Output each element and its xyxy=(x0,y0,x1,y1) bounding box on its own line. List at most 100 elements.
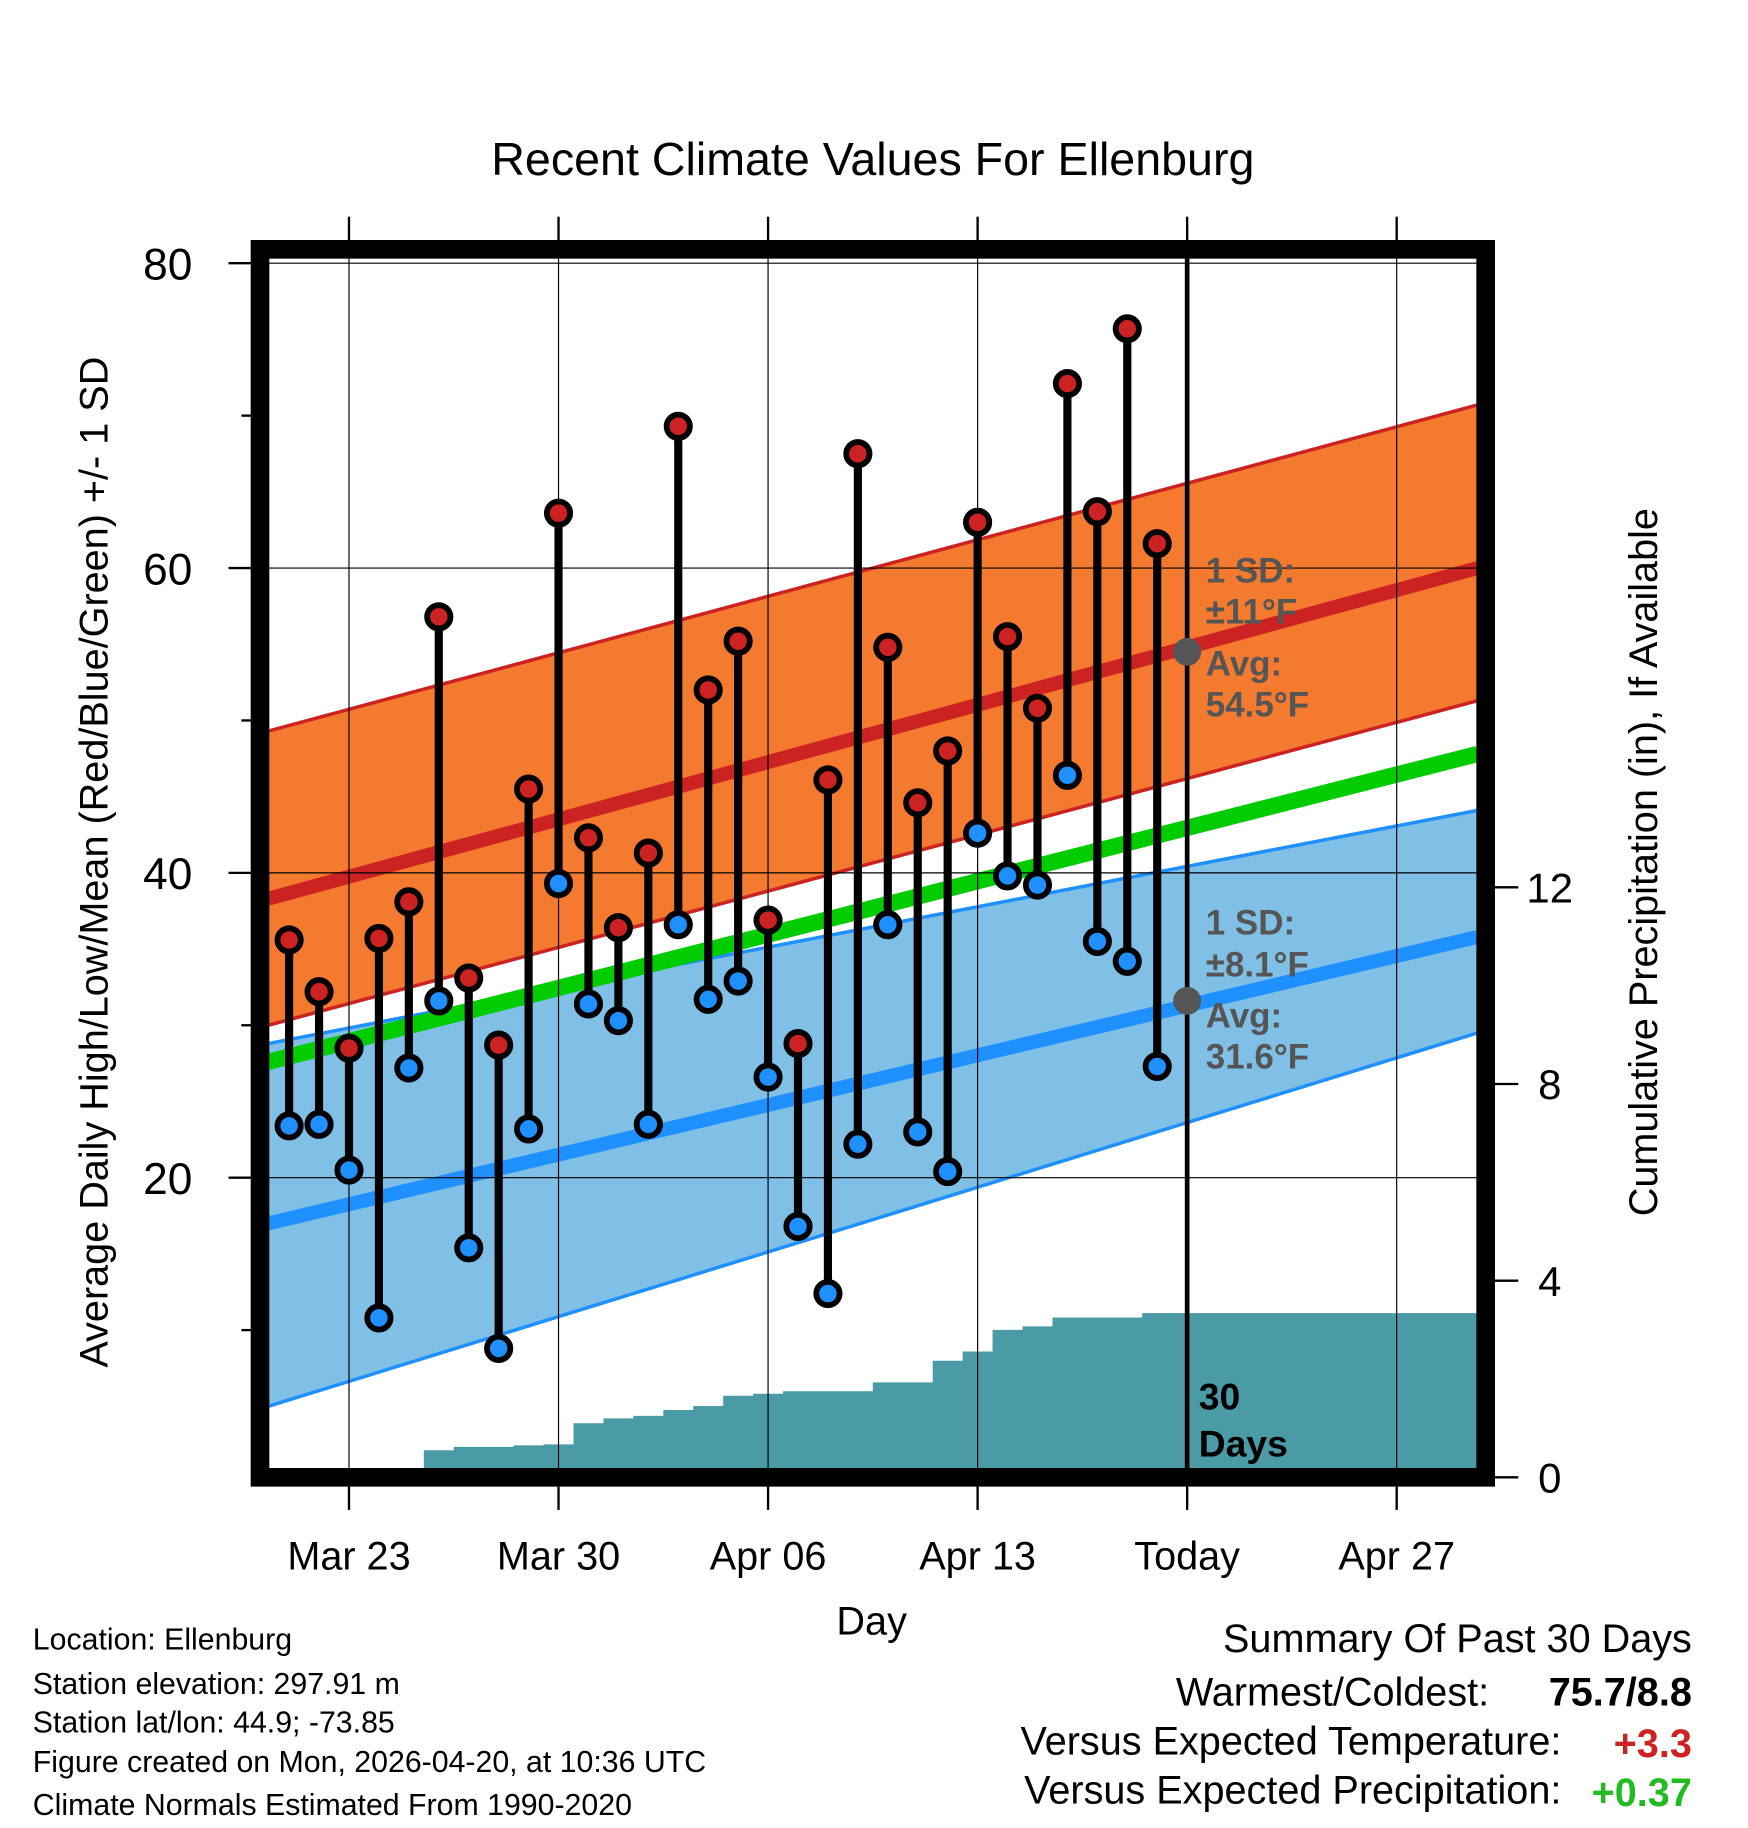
high-point xyxy=(1142,529,1172,559)
high-point xyxy=(484,1030,514,1060)
summary-temp-value: +3.3 xyxy=(1614,1722,1692,1766)
high-point xyxy=(933,736,963,766)
axes: 20 40 60 80 0 4 8 12 Mar 23 Mar 30 Apr 06 Apr 13 Tod… xyxy=(143,216,1573,1578)
summary: Summary Of Past 30 Days Warmest/Coldest:… xyxy=(1020,1617,1691,1815)
low-point xyxy=(1052,760,1082,790)
high-point xyxy=(723,626,753,656)
high-point xyxy=(1112,314,1142,344)
footer-normals: Climate Normals Estimated From 1990-2020 xyxy=(33,1789,632,1822)
high-average-line xyxy=(268,561,1478,906)
y-tick-label: 60 xyxy=(143,545,192,594)
low-point xyxy=(603,1006,633,1036)
footer-info: Location: Ellenburg Station elevation: 2… xyxy=(33,1624,706,1822)
high-point xyxy=(992,622,1023,652)
high-average-marker xyxy=(1173,637,1202,666)
summary-precip-value: +0.37 xyxy=(1592,1771,1692,1815)
low-point xyxy=(1022,870,1053,900)
footer-created: Figure created on Mon, 2026-04-20, at 10… xyxy=(33,1746,706,1779)
x-tick-label: Today xyxy=(1134,1534,1240,1578)
high-point xyxy=(903,788,933,818)
high-point xyxy=(334,1033,364,1063)
low-point xyxy=(1082,926,1112,957)
footer-location: Location: Ellenburg xyxy=(33,1624,292,1657)
period-label-days: Days xyxy=(1199,1422,1288,1464)
low-point xyxy=(843,1129,873,1159)
y-tick-label: 40 xyxy=(143,850,192,899)
low-point xyxy=(394,1053,424,1083)
high-point xyxy=(963,507,993,537)
x-tick-label: Apr 06 xyxy=(710,1534,827,1578)
summary-title: Summary Of Past 30 Days xyxy=(1223,1617,1692,1661)
low-point xyxy=(963,818,993,848)
summary-warmest-value: 75.7/8.8 xyxy=(1549,1671,1692,1715)
low-point xyxy=(514,1114,544,1144)
summary-precip-label: Versus Expected Precipitation: xyxy=(1024,1769,1561,1813)
high-sd-label: 1 SD: xyxy=(1206,552,1295,591)
low-point xyxy=(1142,1051,1172,1081)
high-avg-value: 54.5°F xyxy=(1206,686,1309,725)
plot-area xyxy=(268,258,1478,1471)
high-point xyxy=(1082,497,1112,527)
low-point xyxy=(873,910,903,940)
high-point xyxy=(514,774,544,804)
low-point xyxy=(543,868,574,899)
chart-title: Recent Climate Values For Ellenburg xyxy=(491,133,1254,185)
low-point xyxy=(663,910,693,940)
plot-frame xyxy=(250,240,1495,1487)
x-axis-label: Day xyxy=(836,1600,907,1644)
y-tick-label: 80 xyxy=(143,241,192,290)
x-tick-label: Apr 27 xyxy=(1338,1534,1455,1578)
low-average-marker xyxy=(1173,986,1202,1015)
footer-elevation: Station elevation: 297.91 m xyxy=(33,1668,400,1701)
low-sd-band-lower-edge xyxy=(268,1031,1478,1408)
high-sd-value: ±11°F xyxy=(1206,592,1297,631)
low-point xyxy=(903,1117,933,1147)
y2-tick-label: 12 xyxy=(1526,864,1573,911)
low-point xyxy=(783,1211,813,1242)
low-point xyxy=(933,1157,963,1187)
low-point xyxy=(693,984,723,1014)
high-point xyxy=(753,905,783,935)
low-sd-value: ±8.1°F xyxy=(1206,945,1309,984)
low-avg-label: Avg: xyxy=(1206,997,1282,1036)
high-point xyxy=(573,823,604,853)
low-point xyxy=(424,986,454,1016)
x-tick-label: Mar 30 xyxy=(497,1534,620,1578)
low-sd-band xyxy=(268,810,1478,1407)
summary-temp-label: Versus Expected Temperature: xyxy=(1020,1720,1561,1764)
precipitation-area xyxy=(423,1313,1478,1471)
low-point xyxy=(334,1155,364,1185)
high-point xyxy=(543,498,574,528)
high-point xyxy=(364,923,394,953)
footer-latlon: Station lat/lon: 44.9; -73.85 xyxy=(33,1706,395,1739)
low-point xyxy=(992,861,1023,891)
low-point xyxy=(633,1109,663,1139)
y2-tick-label: 8 xyxy=(1538,1061,1561,1108)
low-point xyxy=(753,1062,783,1092)
high-point xyxy=(454,963,484,993)
x-tick-label: Apr 13 xyxy=(919,1534,1036,1578)
low-point xyxy=(454,1233,484,1263)
high-point xyxy=(304,977,334,1007)
high-point xyxy=(843,439,873,469)
high-point xyxy=(274,925,304,955)
high-point xyxy=(1022,693,1053,723)
y2-axis-label: Cumulative Precipitation (in), If Availa… xyxy=(1622,508,1666,1216)
low-point xyxy=(364,1303,394,1333)
y2-tick-label: 4 xyxy=(1538,1258,1561,1305)
low-point xyxy=(304,1109,334,1139)
low-point xyxy=(484,1333,514,1363)
high-point xyxy=(633,838,663,868)
x-tick-label: Mar 23 xyxy=(287,1534,410,1578)
low-avg-value: 31.6°F xyxy=(1206,1037,1309,1076)
high-sd-band xyxy=(268,404,1478,1026)
y-axis-label: Average Daily High/Low/Mean (Red/Blue/Gr… xyxy=(72,357,116,1368)
period-label: 30 xyxy=(1199,1376,1240,1418)
high-point xyxy=(663,411,693,441)
low-point xyxy=(274,1111,304,1141)
low-sd-label: 1 SD: xyxy=(1206,903,1295,942)
low-point xyxy=(813,1278,843,1309)
high-point xyxy=(1052,369,1082,399)
